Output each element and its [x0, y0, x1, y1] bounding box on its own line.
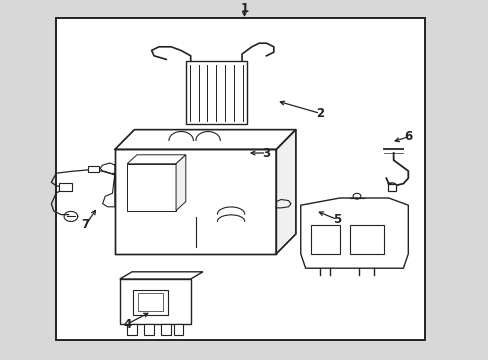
Polygon shape: [120, 279, 190, 324]
Polygon shape: [276, 130, 295, 254]
Polygon shape: [127, 324, 137, 335]
Polygon shape: [115, 130, 295, 149]
Polygon shape: [133, 290, 167, 315]
Polygon shape: [176, 155, 185, 211]
Text: 7: 7: [81, 219, 89, 231]
Bar: [56, 18, 425, 340]
Polygon shape: [59, 183, 72, 191]
Polygon shape: [300, 198, 407, 268]
Text: 6: 6: [404, 130, 411, 143]
Text: 3: 3: [262, 147, 270, 159]
Polygon shape: [127, 164, 176, 211]
Polygon shape: [144, 324, 154, 335]
Polygon shape: [310, 225, 339, 254]
Polygon shape: [127, 155, 185, 164]
Polygon shape: [173, 324, 183, 335]
Text: 2: 2: [316, 107, 324, 120]
Polygon shape: [161, 324, 171, 335]
Text: 1: 1: [240, 3, 248, 15]
Text: 5: 5: [333, 213, 341, 226]
Polygon shape: [349, 225, 383, 254]
Polygon shape: [138, 293, 163, 311]
Polygon shape: [185, 61, 246, 124]
Polygon shape: [88, 166, 99, 172]
Polygon shape: [387, 184, 395, 191]
Polygon shape: [120, 272, 203, 279]
Polygon shape: [115, 149, 276, 254]
Text: 4: 4: [123, 318, 131, 330]
